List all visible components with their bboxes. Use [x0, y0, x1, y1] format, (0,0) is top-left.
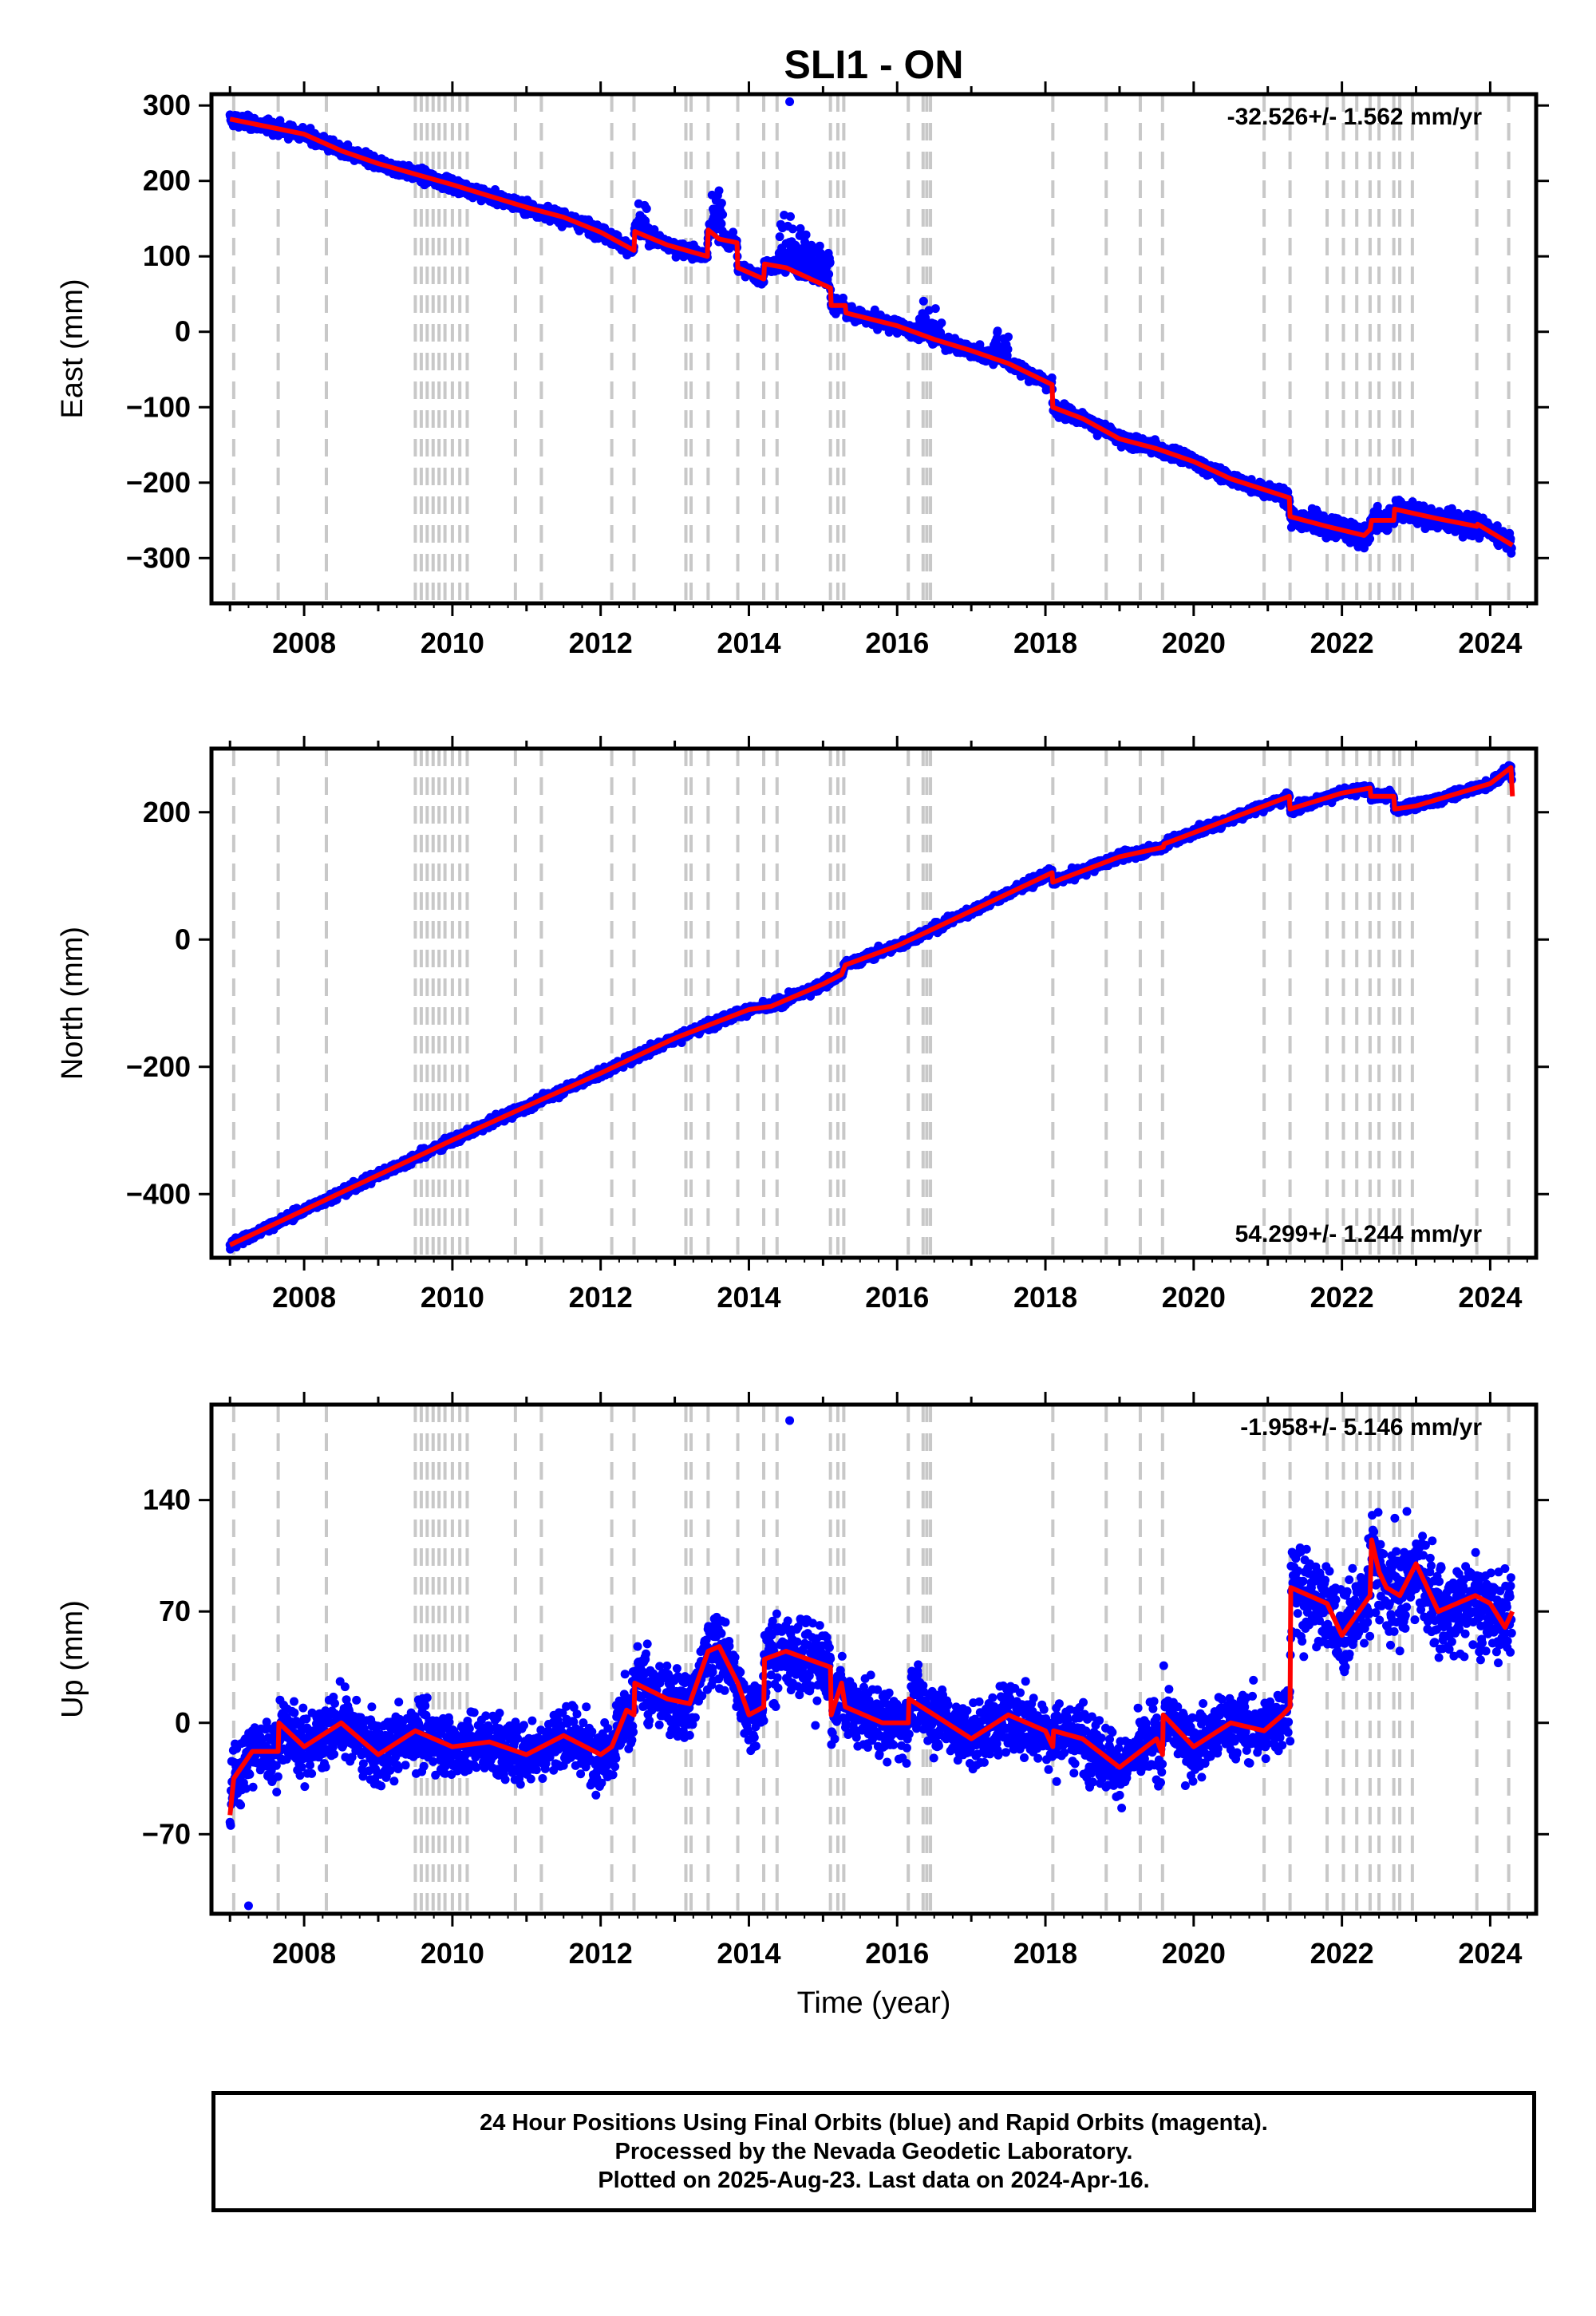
north-points [225, 761, 1516, 1254]
east-point [796, 223, 805, 233]
east-point [714, 186, 724, 196]
east-point [729, 227, 738, 237]
east-y-tick-label: 200 [143, 164, 191, 197]
east-point [785, 97, 795, 106]
east-x-tick-label: 2018 [1013, 626, 1077, 659]
north-panel: 2008 2010 2012 2014 2016 2018 2020 2022 20242000… [56, 736, 1549, 1314]
east-point [801, 230, 811, 239]
east-point [1004, 332, 1013, 342]
east-y-axis: 300 200 100 0 −100 −200 −300 [126, 89, 1549, 574]
east-point [1373, 501, 1382, 511]
east-point [1447, 504, 1456, 513]
east-panel: 2008 2010 2012 2014 2016 2018 2020 2022 2024 300 2… [56, 81, 1549, 659]
east-point [1003, 345, 1013, 354]
east-point [642, 204, 651, 213]
east-y-tick-label: 300 [143, 89, 191, 121]
east-x-tick-label: 2010 [421, 626, 484, 659]
east-x-tick-label: 2014 [717, 626, 780, 659]
east-point [824, 270, 834, 279]
east-x-tick-label: 2024 [1458, 626, 1522, 659]
east-y-tick-label: −300 [126, 541, 191, 574]
east-y-tick-label: −200 [126, 466, 191, 499]
east-x-tick-label: 2012 [569, 626, 633, 659]
east-x-axis: 2008 2010 2012 2014 2016 2018 2020 2022 2024 [228, 81, 1528, 659]
east-point [1365, 534, 1375, 543]
east-point [717, 199, 726, 207]
east-point [924, 306, 934, 315]
east-point [788, 224, 797, 234]
east-x-tick-label: 2016 [865, 626, 929, 659]
north-step-epochs [231, 749, 1511, 1258]
east-model-line [229, 117, 1514, 547]
east-x-tick-label: 2008 [272, 626, 336, 659]
east-x-tick-label: 2020 [1162, 626, 1226, 659]
chart-title: SLI1 - ON [784, 42, 963, 87]
east-point [718, 210, 728, 219]
east-point [815, 241, 824, 251]
east-frame [209, 92, 1539, 606]
east-y-tick-label: 100 [143, 239, 191, 272]
east-point [839, 293, 847, 302]
east-point [1492, 521, 1502, 531]
east-y-tick-label: −100 [126, 390, 191, 423]
east-point [786, 211, 795, 221]
east-point [918, 296, 928, 306]
east-point [775, 232, 784, 242]
east-point [1047, 373, 1057, 382]
east-points [225, 97, 1516, 558]
east-point [650, 225, 659, 235]
east-y-tick-label: 0 [175, 315, 191, 348]
panels: 2008 2010 2012 2014 2016 2018 2020 2022 2024 300 2… [56, 81, 1549, 1970]
east-point [825, 258, 835, 267]
east-x-tick-label: 2022 [1310, 626, 1374, 659]
east-y-axis-label: East (mm) [56, 279, 89, 418]
east-point [717, 219, 726, 228]
east-point [930, 304, 940, 314]
east-point [937, 318, 946, 328]
east-rate-label: -32.526+/- 1.562 mm/yr [1227, 104, 1483, 130]
east-point [993, 326, 1002, 336]
